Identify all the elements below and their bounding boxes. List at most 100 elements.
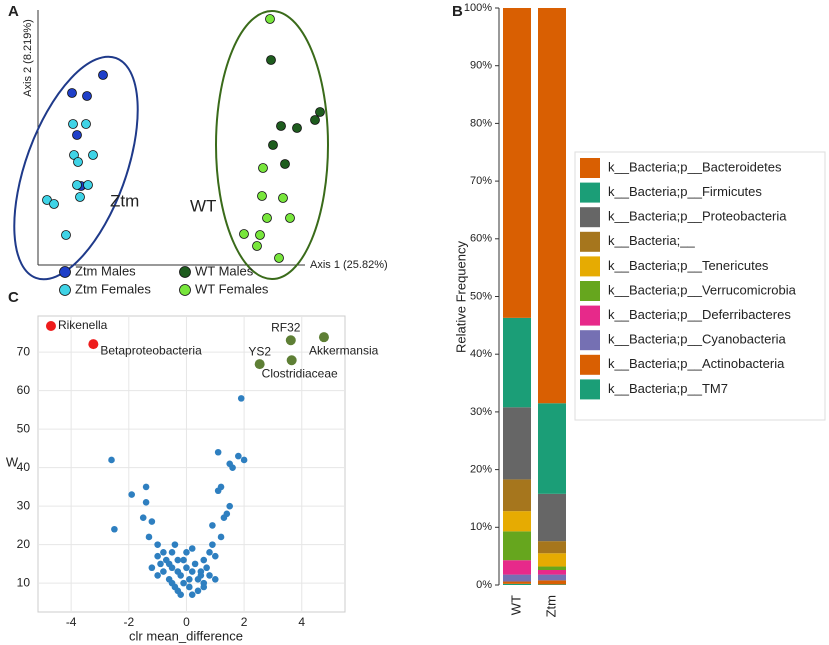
point	[160, 568, 167, 575]
x-tick-label: Ztm	[543, 595, 558, 617]
legend-label: k__Bacteria;p__Firmicutes	[608, 184, 762, 199]
point	[142, 483, 150, 491]
x-tick-label: WT	[508, 595, 523, 615]
point	[45, 321, 56, 332]
wt-ellipse	[215, 10, 329, 280]
point	[191, 560, 199, 568]
point	[168, 549, 176, 556]
legend-marker	[179, 284, 191, 296]
bar-segment	[538, 493, 566, 542]
point	[174, 568, 182, 575]
point	[268, 140, 278, 150]
legend-swatch	[580, 158, 600, 178]
bar-segment	[503, 317, 531, 408]
panel-label: C	[8, 289, 19, 306]
y-tick-label: 40	[17, 460, 31, 474]
point	[265, 14, 275, 24]
point	[188, 591, 196, 598]
y-tick-label: 80%	[470, 117, 492, 129]
point	[285, 335, 296, 346]
bar-segment	[538, 566, 566, 570]
y-tick-label: 60%	[470, 233, 492, 245]
point	[61, 230, 71, 240]
legend-swatch	[580, 281, 600, 301]
x-tick-label: 2	[241, 615, 248, 629]
bar-segment	[538, 580, 566, 585]
point	[211, 575, 219, 583]
legend-label: k__Bacteria;__	[608, 233, 695, 248]
point	[68, 119, 78, 129]
point	[217, 533, 225, 541]
point	[206, 549, 213, 556]
point	[162, 556, 170, 564]
point	[211, 552, 219, 560]
point	[206, 572, 213, 579]
legend-label: k__Bacteria;p__Tenericutes	[608, 258, 769, 273]
bar-segment	[538, 553, 566, 567]
y-tick-label: 50	[17, 421, 31, 435]
legend-swatch	[580, 256, 600, 277]
point	[98, 70, 108, 80]
point	[72, 130, 82, 140]
legend-label: k__Bacteria;p__Cyanobacteria	[608, 332, 787, 347]
point	[75, 192, 85, 202]
y-tick-label: 20%	[470, 464, 492, 476]
legend-label: k__Bacteria;p__TM7	[608, 381, 728, 396]
point	[186, 583, 193, 591]
bar-segment	[538, 569, 566, 575]
legend-label: k__Bacteria;p__Deferribacteres	[608, 307, 791, 322]
point	[292, 123, 302, 133]
y-axis-title: Axis 2 (8.219%)	[22, 19, 34, 97]
x-tick-label: 0	[183, 615, 190, 629]
point	[128, 491, 135, 498]
point-label: Betaproteobacteria	[100, 343, 202, 357]
point	[83, 180, 93, 190]
point	[203, 564, 210, 572]
y-tick-label: 60	[17, 383, 31, 397]
point	[160, 549, 167, 556]
point	[285, 213, 295, 223]
bar-segment	[538, 584, 566, 585]
bar-segment	[503, 560, 531, 575]
point	[254, 359, 265, 370]
panel-label: A	[8, 3, 19, 20]
point	[318, 332, 329, 343]
legend-label: Ztm Females	[75, 281, 151, 296]
point	[154, 552, 161, 560]
point	[88, 339, 99, 350]
point	[266, 55, 276, 65]
bar-segment	[503, 531, 531, 561]
legend-marker	[179, 266, 191, 278]
bar-segment	[538, 403, 566, 494]
ztm-ellipse	[13, 55, 139, 281]
point	[209, 522, 216, 529]
point	[252, 241, 262, 251]
point	[157, 560, 164, 568]
point	[194, 575, 202, 583]
point	[177, 591, 184, 598]
legend-label: k__Bacteria;p__Actinobacteria	[608, 356, 785, 371]
y-tick-label: 10	[17, 575, 31, 589]
point	[223, 510, 231, 518]
y-tick-label: 70	[17, 344, 31, 358]
point	[174, 556, 182, 564]
point	[171, 541, 179, 548]
bar-segment	[503, 479, 531, 512]
y-tick-label: 50%	[470, 290, 492, 302]
point	[142, 498, 150, 506]
y-axis-title: W	[6, 454, 19, 469]
legend-swatch	[580, 379, 600, 400]
panel-label: B	[452, 3, 463, 20]
legend-swatch	[580, 354, 600, 375]
point	[188, 568, 196, 575]
point	[280, 159, 290, 169]
point	[154, 541, 161, 548]
bar-segment	[503, 583, 531, 585]
plot-frame	[37, 315, 346, 613]
point	[315, 107, 325, 117]
point-label: RF32	[271, 320, 301, 334]
point	[286, 355, 297, 366]
bar-segment	[503, 574, 531, 582]
point	[111, 525, 118, 533]
point	[226, 460, 233, 468]
